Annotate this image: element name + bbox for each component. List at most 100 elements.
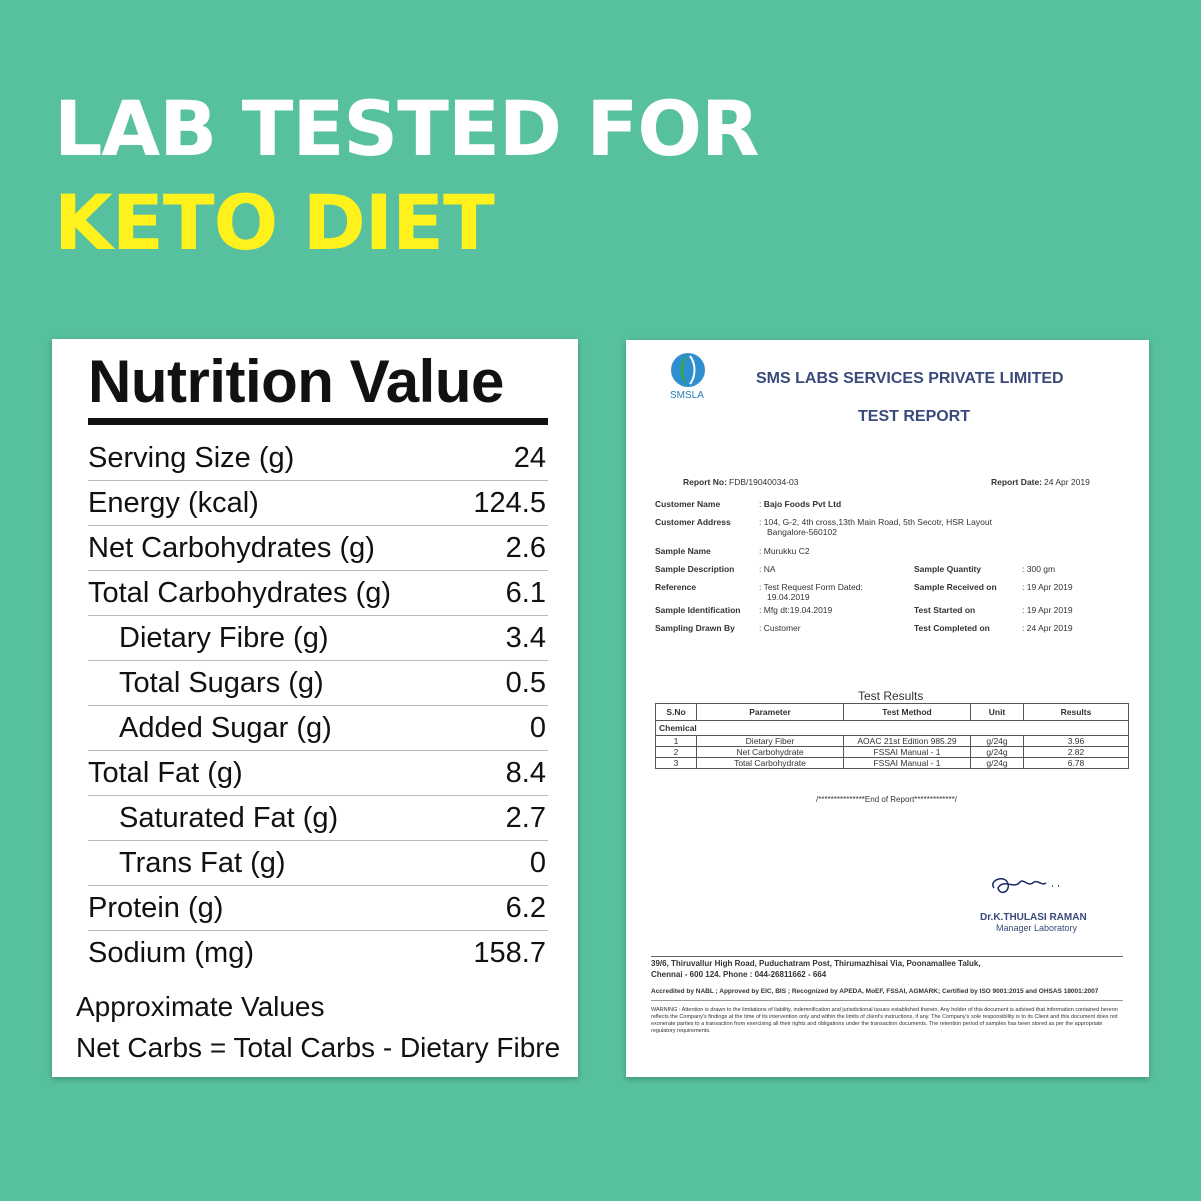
- report-no: FDB/19040034-03: [729, 477, 799, 487]
- nutrition-title: Nutrition Value: [88, 348, 504, 415]
- lab-address-1: 39/6, Thiruvallur High Road, Puduchatram…: [651, 959, 981, 968]
- test-started: 19 Apr 2019: [1026, 605, 1073, 615]
- nutrition-row: Saturated Fat (g) 2.7: [88, 796, 548, 841]
- net-carbs-note: Net Carbs = Total Carbs - Dietary Fibre: [76, 1032, 561, 1063]
- sample-quantity-label: Sample Quantity: [914, 564, 982, 574]
- lab-logo-icon: [671, 353, 705, 387]
- sample-received-label: Sample Received on: [914, 582, 997, 592]
- nutrition-label: Energy (kcal): [88, 486, 259, 519]
- accreditation: Accredited by NABL ; Approved by EIC, BI…: [651, 988, 1099, 995]
- col-results: Results: [1023, 703, 1129, 721]
- logo-text: SMSLA: [670, 390, 704, 401]
- warning-text: WARNING : Attention is drawn to the limi…: [651, 1007, 1118, 1034]
- result-sno: 1: [655, 735, 697, 747]
- nutrition-label: Total Carbohydrates (g): [88, 576, 392, 609]
- nutrition-row: Total Sugars (g) 0.5: [88, 661, 548, 706]
- title-rule: [88, 418, 548, 425]
- customer-address-1: 104, G-2, 4th cross,13th Main Road, 5th …: [763, 517, 992, 527]
- report-date: 24 Apr 2019: [1044, 477, 1090, 487]
- nutrition-label: Sodium (mg): [88, 936, 254, 969]
- sample-name-label: Sample Name: [655, 546, 711, 556]
- result-parameter: Dietary Fiber: [696, 735, 844, 747]
- nutrition-row: Sodium (mg) 158.7: [88, 931, 548, 975]
- sample-identification: Mfg dt:19.04.2019: [763, 605, 833, 615]
- signer-name: Dr.K.THULASI RAMAN: [980, 912, 1087, 923]
- nutrition-value: 0: [529, 711, 546, 744]
- col-unit: Unit: [970, 703, 1024, 721]
- lab-address-2: Chennai - 600 124. Phone : 044-26811662 …: [651, 970, 827, 979]
- nutrition-row: Serving Size (g) 24: [88, 436, 548, 481]
- result-row: 2 Net Carbohydrate FSSAI Manual - 1 g/24g 2.…: [655, 746, 1129, 758]
- nutrition-label: Protein (g): [88, 891, 224, 924]
- nutrition-label: Dietary Fibre (g): [119, 621, 329, 654]
- col-parameter: Parameter: [696, 703, 844, 721]
- test-completed-label: Test Completed on: [914, 623, 990, 633]
- nutrition-row: Dietary Fibre (g) 3.4: [88, 616, 548, 661]
- result-method: AOAC 21st Edition 985.29: [843, 735, 971, 747]
- col-sno: S.No: [655, 703, 697, 721]
- result-row: 3 Total Carbohydrate FSSAI Manual - 1 g/24g…: [655, 757, 1129, 769]
- lab-name: SMS LABS SERVICES PRIVATE LIMITED: [756, 370, 1064, 387]
- nutrition-value: 0: [529, 846, 546, 879]
- result-unit: g/24g: [970, 757, 1024, 769]
- nutrition-label: Total Fat (g): [88, 756, 243, 789]
- result-parameter: Net Carbohydrate: [696, 746, 844, 758]
- sample-identification-label: Sample Identification: [655, 605, 741, 615]
- report-date-label: Report Date:: [991, 477, 1043, 487]
- customer-address-label: Customer Address: [655, 517, 731, 527]
- reference-2: 19.04.2019: [767, 592, 810, 602]
- results-table: S.No Parameter Test Method Unit Results …: [655, 703, 1129, 769]
- test-started-label: Test Started on: [914, 605, 976, 615]
- lab-report: SMSLA SMS LABS SERVICES PRIVATE LIMITED …: [626, 340, 1149, 1077]
- result-result: 3.96: [1023, 735, 1129, 747]
- nutrition-label: Added Sugar (g): [119, 711, 332, 744]
- nutrition-row: Total Fat (g) 8.4: [88, 751, 548, 796]
- nutrition-value: 24: [513, 441, 546, 474]
- customer-address-2: Bangalore-560102: [767, 527, 837, 537]
- result-parameter: Total Carbohydrate: [696, 757, 844, 769]
- result-unit: g/24g: [970, 746, 1024, 758]
- approx-note: Approximate Values: [76, 991, 325, 1022]
- result-method: FSSAI Manual - 1: [843, 757, 971, 769]
- signature-icon: [992, 878, 1059, 894]
- test-completed: 24 Apr 2019: [1026, 623, 1073, 633]
- result-sno: 2: [655, 746, 697, 758]
- nutrition-value: 0.5: [505, 666, 546, 699]
- nutrition-value: 2.7: [505, 801, 546, 834]
- nutrition-row: Total Carbohydrates (g) 6.1: [88, 571, 548, 616]
- nutrition-label: Serving Size (g): [88, 441, 295, 474]
- nutrition-card: Nutrition Value Serving Size (g) 24 Energy…: [52, 339, 578, 1077]
- report-title: TEST REPORT: [858, 408, 971, 425]
- result-result: 2.82: [1023, 746, 1129, 758]
- nutrition-row: Trans Fat (g) 0: [88, 841, 548, 886]
- headline-line-2: KETO DIET: [54, 178, 495, 267]
- nutrition-value: 2.6: [505, 531, 546, 564]
- result-unit: g/24g: [970, 735, 1024, 747]
- nutrition-row: Net Carbohydrates (g) 2.6: [88, 526, 548, 571]
- nutrition-rows: Serving Size (g) 24 Energy (kcal) 124.5 Net …: [88, 436, 548, 975]
- col-method: Test Method: [843, 703, 971, 721]
- report-no-label: Report No:: [683, 477, 727, 487]
- nutrition-label: Trans Fat (g): [119, 846, 286, 879]
- headline-line-1: LAB TESTED FOR: [54, 84, 759, 173]
- result-method: FSSAI Manual - 1: [843, 746, 971, 758]
- lab-address: 39/6, Thiruvallur High Road, Puduchatram…: [651, 958, 981, 980]
- nutrition-row: Energy (kcal) 124.5: [88, 481, 548, 526]
- nutrition-label: Saturated Fat (g): [119, 801, 339, 834]
- customer-name: Bajo Foods Pvt Ltd: [763, 499, 842, 509]
- sample-name: Murukku C2: [763, 546, 810, 556]
- nutrition-value: 124.5: [473, 486, 546, 519]
- result-result: 6.78: [1023, 757, 1129, 769]
- nutrition-value: 3.4: [505, 621, 546, 654]
- sampling-drawn-label: Sampling Drawn By: [655, 623, 735, 633]
- sample-quantity: 300 gm: [1026, 564, 1056, 574]
- result-sno: 3: [655, 757, 697, 769]
- nutrition-label: Net Carbohydrates (g): [88, 531, 375, 564]
- nutrition-value: 8.4: [505, 756, 546, 789]
- end-of-report: /***************End of Report***********…: [816, 795, 957, 804]
- section-chemical: Chemical: [655, 720, 1129, 736]
- nutrition-value: 6.1: [505, 576, 546, 609]
- nutrition-row: Protein (g) 6.2: [88, 886, 548, 931]
- nutrition-row: Added Sugar (g) 0: [88, 706, 548, 751]
- reference-1: Test Request Form Dated:: [763, 582, 863, 592]
